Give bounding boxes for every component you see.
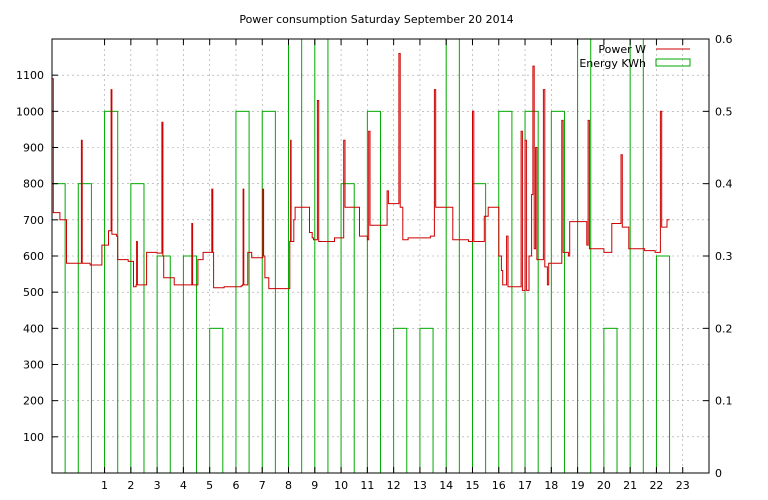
x-tick-label: 22 (649, 479, 663, 492)
energy-bar (393, 327, 408, 474)
y2-tick-label: 0.2 (715, 322, 733, 335)
energy-series (51, 38, 671, 474)
x-tick-label: 20 (597, 479, 611, 492)
x-tick-label: 8 (285, 479, 292, 492)
y-tick-label: 500 (23, 286, 44, 299)
y-tick-label: 300 (23, 359, 44, 372)
x-tick-label: 23 (676, 479, 690, 492)
y2-tick-label: 0.1 (715, 395, 733, 408)
legend-label-energy: Energy KWh (579, 57, 646, 70)
x-tick-label: 16 (492, 479, 506, 492)
chart-title: Power consumption Saturday September 20 … (239, 13, 513, 26)
x-tick-label: 15 (465, 479, 479, 492)
x-tick-label: 4 (180, 479, 187, 492)
power-line-path (52, 53, 670, 291)
energy-bar (288, 38, 303, 474)
y-tick-label: 1100 (16, 69, 44, 82)
y-tick-label: 600 (23, 250, 44, 263)
x-tick-label: 6 (232, 479, 239, 492)
x-tick-label: 14 (439, 479, 453, 492)
legend-label-power: Power W (598, 43, 646, 56)
energy-bar (498, 110, 513, 474)
y-tick-label: 100 (23, 431, 44, 444)
energy-bar (419, 327, 434, 474)
y-tick-label: 200 (23, 395, 44, 408)
x-tick-label: 9 (311, 479, 318, 492)
x-tick-label: 12 (387, 479, 401, 492)
y-tick-label: 1000 (16, 105, 44, 118)
x-tick-label: 17 (518, 479, 532, 492)
y2-tick-label: 0.6 (715, 33, 733, 46)
y-tick-label: 400 (23, 322, 44, 335)
x-tick-label: 1 (101, 479, 108, 492)
y-tick-label: 700 (23, 214, 44, 227)
x-tick-label: 2 (127, 479, 134, 492)
energy-bar (182, 255, 198, 474)
energy-bar (603, 327, 618, 474)
x-tick-label: 18 (544, 479, 558, 492)
energy-bar (77, 183, 92, 474)
energy-bar (314, 38, 329, 474)
y2-tick-label: 0 (715, 467, 722, 480)
axis-ticks: 1 2 3 4 5 6 7 8 9 10 11 12 13 14 15 16 17 18 19 20 21 22 23100… (16, 33, 733, 492)
y-tick-label: 800 (23, 178, 44, 191)
legend: Power W Energy KWh (579, 43, 691, 70)
y-tick-label: 900 (23, 142, 44, 155)
x-tick-label: 5 (206, 479, 213, 492)
energy-bar (209, 327, 224, 474)
power-series (52, 53, 670, 291)
x-tick-label: 7 (259, 479, 266, 492)
legend-box-energy (655, 58, 691, 67)
x-tick-label: 10 (334, 479, 348, 492)
x-tick-label: 3 (154, 479, 161, 492)
x-tick-label: 13 (413, 479, 427, 492)
y2-tick-label: 0.5 (715, 105, 733, 118)
x-tick-label: 19 (571, 479, 585, 492)
y2-tick-label: 0.4 (715, 178, 733, 191)
x-tick-label: 21 (623, 479, 637, 492)
y2-tick-label: 0.3 (715, 250, 733, 263)
x-tick-label: 11 (360, 479, 374, 492)
